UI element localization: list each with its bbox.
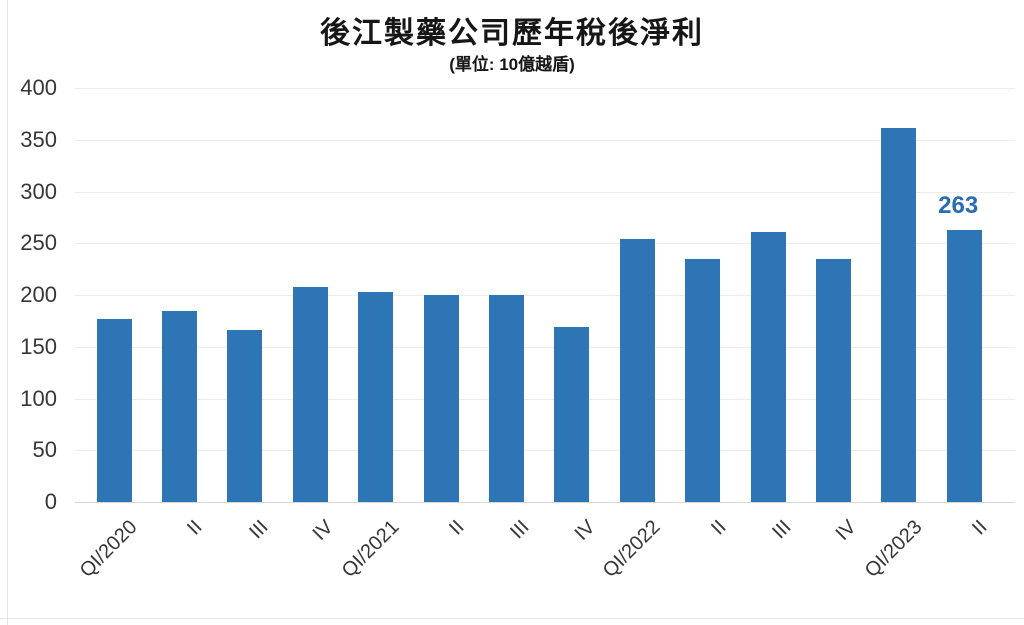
x-tick-label: II xyxy=(445,516,469,540)
x-tick-label: QI/2020 xyxy=(75,516,142,582)
y-tick-label: 400 xyxy=(20,75,57,100)
photo-bottom-edge xyxy=(0,618,1024,619)
bar xyxy=(161,310,197,502)
chart-title: 後江製藥公司歷年稅後淨利 xyxy=(320,17,704,50)
bar xyxy=(815,258,851,502)
y-tick-label: 350 xyxy=(20,126,57,152)
x-axis-line xyxy=(75,502,1015,503)
bar xyxy=(619,239,655,502)
y-tick-label: 200 xyxy=(20,282,57,307)
x-tick-label: II xyxy=(706,516,731,540)
bar xyxy=(227,330,263,502)
x-tick-label: QI/2022 xyxy=(598,516,665,582)
chart-subtitle: (單位: 10億越盾) xyxy=(449,55,575,74)
bar xyxy=(358,291,394,502)
gridline xyxy=(75,191,1015,193)
bar xyxy=(685,258,721,502)
gridline xyxy=(75,139,1015,141)
bar xyxy=(96,318,132,502)
bar xyxy=(423,295,459,502)
y-tick-label: 250 xyxy=(20,230,57,256)
bar xyxy=(881,128,917,502)
y-tick-label: 50 xyxy=(32,437,57,463)
y-tick-label: 150 xyxy=(20,333,57,359)
x-tick-label: III xyxy=(245,516,273,544)
bar xyxy=(292,286,328,502)
bar xyxy=(488,295,524,502)
x-tick-label: II xyxy=(183,516,207,540)
gridline xyxy=(75,450,1015,452)
x-tick-label: IV xyxy=(308,516,338,545)
gridline xyxy=(75,398,1015,400)
gridline xyxy=(75,243,1015,245)
y-tick-label: 300 xyxy=(20,178,57,204)
x-tick-label: IV xyxy=(832,516,861,545)
y-tick-label: 100 xyxy=(20,385,57,411)
y-tick-label: 0 xyxy=(44,489,57,514)
bar xyxy=(750,231,786,502)
x-tick-label: QI/2021 xyxy=(337,516,404,582)
photo-left-edge xyxy=(7,0,8,625)
bar-value-label: 263 xyxy=(938,191,979,219)
x-tick-label: IV xyxy=(570,516,600,545)
gridline xyxy=(75,88,1015,89)
x-tick-label: QI/2023 xyxy=(860,516,927,582)
gridline xyxy=(75,346,1015,348)
x-tick-label: III xyxy=(768,516,796,544)
bar xyxy=(554,327,590,502)
bar xyxy=(946,229,982,502)
x-tick-label: III xyxy=(506,516,534,544)
x-tick-label: II xyxy=(968,516,992,540)
gridline xyxy=(75,295,1015,296)
